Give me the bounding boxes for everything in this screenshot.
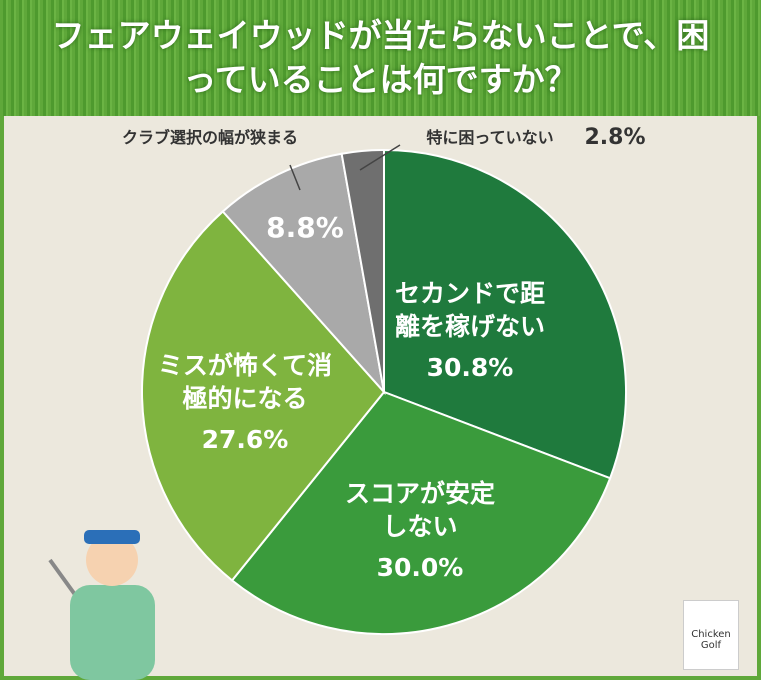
value-label: 8.8% [266, 211, 344, 244]
leader-line [359, 144, 401, 171]
frame [0, 116, 761, 680]
value-label: 30.0% [376, 553, 464, 582]
pie-slice [383, 148, 627, 480]
category-label: ミスが怖くて消極的になる [157, 351, 333, 413]
chart-title: フェアウェイウッドが当たらないことで、困っていることは何ですか？ [51, 16, 710, 99]
pie-slice [230, 390, 612, 635]
leader-line [289, 164, 301, 191]
value-label: 2.8% [584, 125, 646, 150]
pie-slice [221, 152, 386, 396]
value-label: 30.8% [426, 353, 514, 382]
category-label: スコアが安定しない [344, 479, 495, 541]
golfer [48, 530, 155, 680]
logo: Chicken Golf [683, 600, 739, 670]
category-label: クラブ選択の幅が狭まる [121, 128, 298, 147]
value-label: 27.6% [201, 425, 289, 454]
category-label: セカンドで距離を稼げない [394, 279, 545, 341]
category-label: 特に困っていない [426, 128, 554, 147]
pie-slice [141, 210, 386, 582]
header-bg [0, 0, 761, 116]
pie-slice [340, 148, 385, 393]
